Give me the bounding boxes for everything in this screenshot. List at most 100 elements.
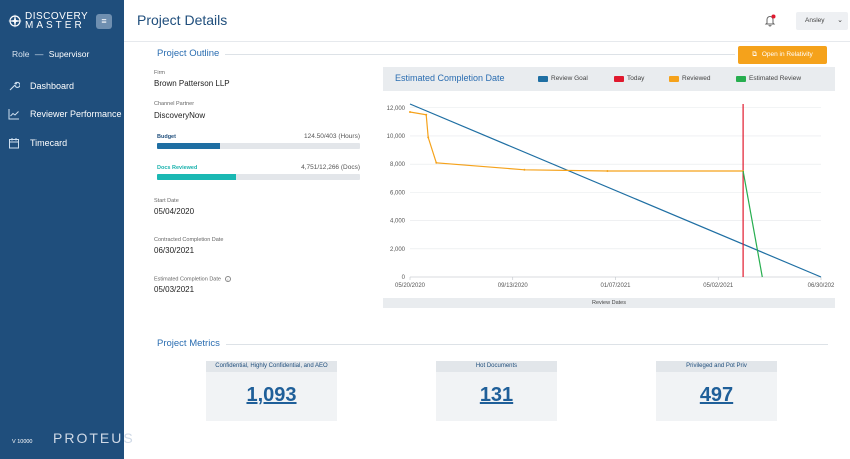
open-in-relativity-label: Open in Relativity bbox=[761, 51, 813, 58]
reviewed-point bbox=[409, 110, 411, 113]
chevron-down-icon: ⌄ bbox=[837, 17, 843, 24]
legend-label: Reviewed bbox=[682, 75, 711, 82]
contracted-date-value: 06/30/2021 bbox=[154, 246, 195, 255]
y-tick-label: 6,000 bbox=[390, 190, 406, 196]
brand-line1: DISCOVERY bbox=[25, 11, 89, 22]
sidebar-item-label: Dashboard bbox=[30, 81, 75, 91]
estimated-date-label: Estimated Completion Date bbox=[154, 276, 221, 283]
legend-label: Review Goal bbox=[551, 75, 588, 82]
metric-value-link[interactable]: 497 bbox=[699, 384, 734, 406]
estimated-date-label-row: Estimated Completion Date i bbox=[154, 276, 231, 282]
start-date-label: Start Date bbox=[154, 198, 179, 204]
brand-text: DISCOVERY MASTER bbox=[25, 11, 89, 31]
legend-item-reviewed[interactable]: Reviewed bbox=[669, 75, 711, 82]
legend-label: Estimated Review bbox=[749, 75, 802, 82]
budget-label: Budget bbox=[157, 134, 176, 140]
reviewed-point bbox=[606, 170, 609, 173]
metric-card-hot-documents: Hot Documents 131 bbox=[436, 361, 557, 421]
section-divider bbox=[226, 344, 828, 345]
metric-value-link[interactable]: 131 bbox=[479, 384, 514, 406]
legend-swatch bbox=[736, 75, 746, 82]
legend-item-review-goal[interactable]: Review Goal bbox=[538, 75, 588, 82]
budget-progress-bar bbox=[157, 143, 360, 149]
completion-chart-card: Estimated Completion Date Review Goal To… bbox=[383, 67, 835, 310]
metric-label: Privileged and Pot Priv bbox=[656, 361, 777, 372]
sidebar-item-label: Timecard bbox=[30, 138, 68, 148]
reviewed-point bbox=[427, 136, 430, 139]
budget-value: 124.50/403 (Hours) bbox=[303, 133, 360, 140]
metric-label: Hot Documents bbox=[436, 361, 557, 372]
wrench-icon bbox=[9, 81, 20, 91]
budget-progress-fill bbox=[157, 143, 220, 149]
x-axis-title: Review Dates bbox=[383, 298, 835, 308]
project-metrics-title: Project Metrics bbox=[157, 338, 220, 349]
metric-card-privileged: Privileged and Pot Priv 497 bbox=[656, 361, 777, 421]
firm-label: Firm bbox=[154, 70, 165, 76]
y-tick-label: 10,000 bbox=[387, 134, 406, 140]
role-label: Role bbox=[12, 49, 30, 59]
proteus-logo: PROTEUS bbox=[53, 430, 135, 446]
section-divider bbox=[225, 54, 735, 55]
metric-value-link[interactable]: 1,093 bbox=[246, 384, 297, 406]
legend-item-today[interactable]: Today bbox=[614, 75, 644, 82]
project-outline-title: Project Outline bbox=[157, 48, 220, 59]
y-tick-label: 2,000 bbox=[390, 247, 406, 253]
role-indicator: Role — Supervisor bbox=[12, 49, 89, 59]
calendar-icon bbox=[9, 138, 19, 149]
review-goal-line bbox=[409, 103, 822, 278]
role-value: Supervisor bbox=[48, 49, 90, 59]
metric-label: Confidential, Highly Confidential, and A… bbox=[206, 361, 337, 372]
x-tick-label: 06/30/202 bbox=[808, 283, 835, 289]
y-tick-label: 0 bbox=[402, 275, 406, 281]
docs-reviewed-value: 4,751/12,266 (Docs) bbox=[301, 164, 360, 171]
legend-swatch bbox=[669, 75, 679, 82]
legend-swatch bbox=[538, 75, 548, 82]
legend-swatch bbox=[614, 75, 624, 82]
external-link-icon: ⧉ bbox=[752, 51, 757, 58]
firm-value: Brown Patterson LLP bbox=[154, 79, 230, 88]
x-tick-label: 05/20/2020 bbox=[395, 283, 426, 289]
sidebar-item-dashboard[interactable]: Dashboard bbox=[8, 80, 74, 92]
sidebar-item-label: Reviewer Performance bbox=[30, 109, 122, 119]
y-tick-label: 8,000 bbox=[390, 162, 406, 168]
docs-reviewed-label: Docs Reviewed bbox=[157, 165, 198, 171]
brand-logo[interactable]: DISCOVERY MASTER bbox=[8, 11, 89, 31]
compass-logo-icon bbox=[8, 14, 22, 28]
estimated-date-value: 05/03/2021 bbox=[154, 285, 195, 294]
info-icon[interactable]: i bbox=[224, 276, 231, 282]
completion-line-chart[interactable]: 0 2,000 4,000 6,000 8,000 10,000 12,000 05/20/2… bbox=[383, 91, 835, 298]
version-label: V 10000 bbox=[12, 439, 33, 445]
line-chart-icon bbox=[8, 109, 19, 120]
y-tick-label: 4,000 bbox=[390, 219, 406, 225]
x-tick-label: 09/13/2020 bbox=[498, 283, 529, 289]
legend-item-estimated-review[interactable]: Estimated Review bbox=[736, 75, 801, 82]
x-tick-label: 05/02/2021 bbox=[703, 283, 734, 289]
y-tick-label: 12,000 bbox=[387, 106, 406, 112]
docs-progress-fill bbox=[157, 174, 236, 180]
reviewed-point bbox=[425, 113, 428, 116]
brand-line2: MASTER bbox=[25, 20, 85, 31]
user-name: Ansley bbox=[805, 17, 825, 24]
x-tick-label: 01/07/2021 bbox=[600, 283, 631, 289]
chart-title: Estimated Completion Date bbox=[395, 73, 505, 83]
sidebar-item-reviewer-performance[interactable]: Reviewer Performance bbox=[8, 108, 122, 120]
contracted-date-label: Contracted Completion Date bbox=[154, 237, 224, 243]
metric-card-confidential: Confidential, Highly Confidential, and A… bbox=[206, 361, 337, 421]
hamburger-icon[interactable]: ≡ bbox=[96, 14, 112, 29]
chart-header: Estimated Completion Date Review Goal To… bbox=[383, 67, 835, 91]
reviewed-point bbox=[523, 168, 526, 171]
role-separator: — bbox=[34, 49, 44, 59]
bell-icon[interactable] bbox=[764, 14, 776, 27]
reviewed-line bbox=[409, 111, 744, 172]
page-title: Project Details bbox=[137, 12, 228, 28]
sidebar: DISCOVERY MASTER ≡ Role — Supervisor Das… bbox=[0, 0, 133, 459]
channel-partner-label: Channel Partner bbox=[154, 101, 195, 107]
sidebar-item-timecard[interactable]: Timecard bbox=[8, 137, 67, 149]
legend-label: Today bbox=[627, 75, 645, 82]
open-in-relativity-button[interactable]: ⧉ Open in Relativity bbox=[738, 46, 827, 64]
estimated-review-line bbox=[742, 170, 763, 278]
docs-progress-bar bbox=[157, 174, 360, 180]
top-header: Project Details Ansley ⌄ bbox=[124, 0, 850, 42]
user-dropdown[interactable]: Ansley ⌄ bbox=[796, 12, 848, 30]
